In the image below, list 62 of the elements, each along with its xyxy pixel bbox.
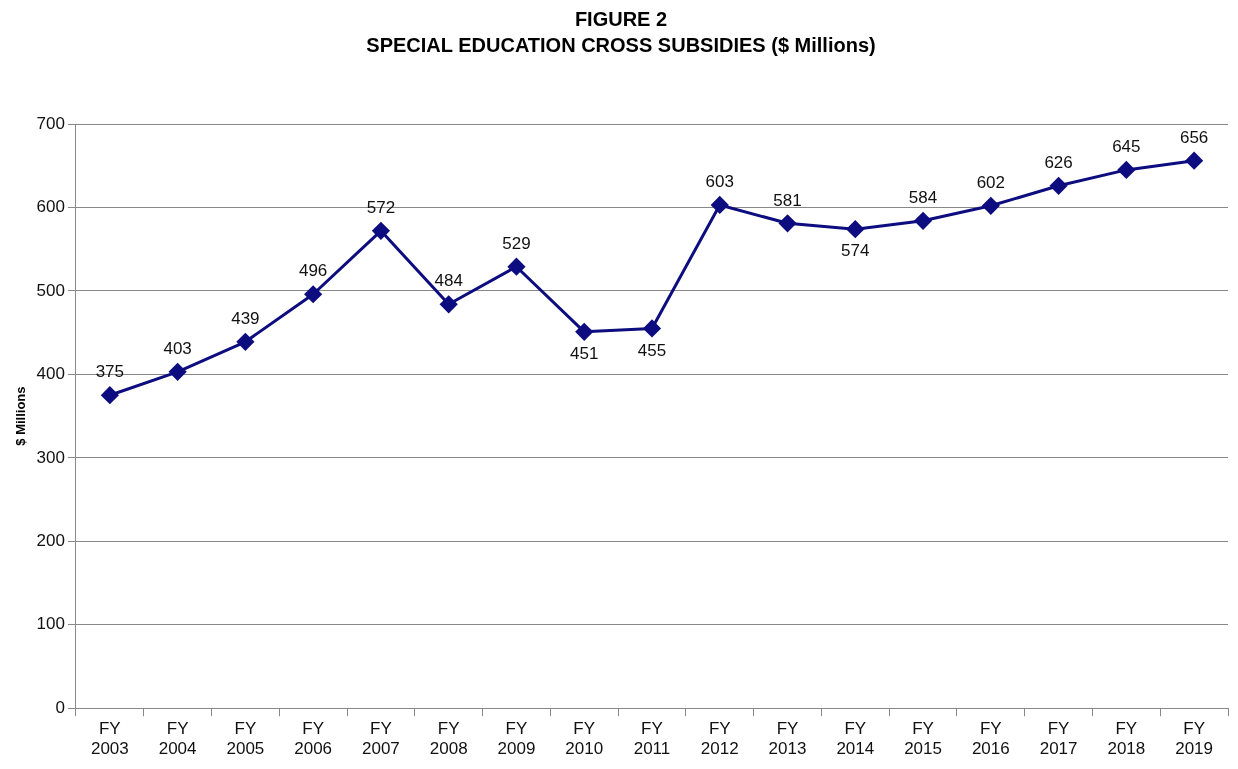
x-tick-label: FY 2003 — [90, 719, 129, 759]
data-label: 572 — [366, 198, 396, 218]
y-tick-label: 600 — [36, 197, 65, 217]
point — [982, 197, 1000, 215]
x-tick-label: FY 2017 — [1039, 719, 1078, 759]
data-label: 581 — [773, 190, 802, 210]
point — [304, 285, 322, 303]
point — [1050, 177, 1068, 195]
x-tick-label: FY 2015 — [904, 719, 942, 759]
point — [643, 319, 661, 337]
data-label: 496 — [298, 261, 328, 281]
chart-subtitle: SPECIAL EDUCATION CROSS SUBSIDIES ($ Millions) — [366, 33, 876, 56]
point — [101, 386, 119, 404]
x-tick-label: FY 2004 — [158, 719, 197, 759]
data-label: 574 — [841, 241, 870, 261]
data-label: 451 — [570, 344, 599, 363]
point — [507, 258, 525, 276]
point — [372, 222, 390, 240]
x-tick-label: FY 2016 — [971, 719, 1010, 759]
point — [846, 220, 864, 238]
y-tick-label: 200 — [36, 530, 65, 550]
point — [1117, 161, 1135, 179]
y-axis-title: $ Millions — [13, 386, 29, 446]
x-tick-label: FY 2018 — [1107, 719, 1146, 759]
data-label: 403 — [163, 339, 192, 359]
x-tick-label: FY 2019 — [1175, 719, 1214, 759]
point — [779, 214, 797, 232]
y-tick-label: 0 — [55, 697, 65, 717]
point — [236, 333, 254, 351]
x-tick-label: FY 2005 — [226, 719, 265, 759]
x-tick-label: FY 2007 — [362, 719, 400, 759]
x-tick-label: FY 2006 — [294, 719, 333, 759]
x-tick-label: FY 2009 — [497, 719, 536, 759]
data-label: 529 — [502, 233, 531, 253]
point — [169, 363, 187, 381]
data-label: 455 — [637, 340, 667, 360]
data-label: 645 — [1112, 137, 1141, 157]
y-tick-label: 500 — [36, 280, 65, 300]
x-tick-label: FY 2014 — [836, 719, 875, 759]
y-tick-label: 300 — [36, 447, 65, 467]
x-tick-label: FY 2010 — [565, 719, 604, 759]
x-tick-label: FY 2012 — [700, 719, 739, 759]
x-tick-label: FY 2011 — [633, 719, 671, 759]
point — [575, 323, 593, 341]
y-tick-label: 400 — [36, 364, 65, 384]
x-tick-label: FY 2008 — [429, 719, 468, 759]
data-label: 656 — [1179, 127, 1209, 147]
chart-title: FIGURE 2 — [574, 7, 668, 30]
data-label: 603 — [705, 172, 734, 192]
point — [1185, 152, 1203, 170]
data-label: 602 — [976, 172, 1005, 192]
data-label: 439 — [231, 309, 260, 329]
point — [711, 196, 729, 214]
y-tick-label: 100 — [36, 614, 65, 634]
y-tick-label: 700 — [36, 113, 65, 133]
data-label: 484 — [434, 271, 463, 291]
data-label: 584 — [908, 188, 938, 207]
point — [440, 295, 458, 313]
data-label: 626 — [1044, 152, 1073, 172]
x-tick-label: FY 2013 — [768, 719, 807, 759]
point — [914, 212, 932, 230]
data-label: 375 — [95, 362, 125, 382]
